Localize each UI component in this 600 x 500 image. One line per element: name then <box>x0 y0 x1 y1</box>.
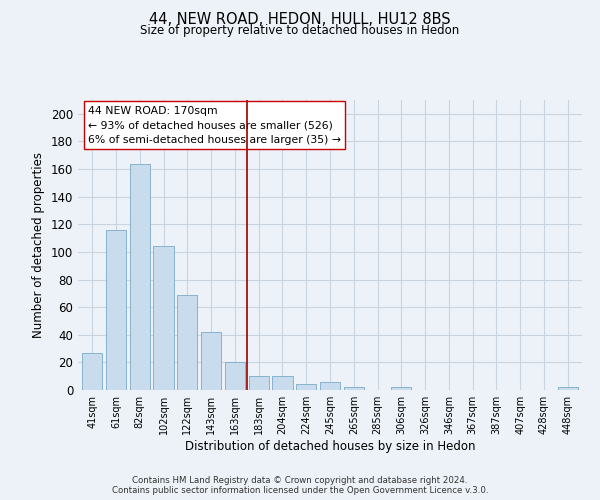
Bar <box>106 230 126 390</box>
Bar <box>201 332 221 390</box>
Text: 44, NEW ROAD, HEDON, HULL, HU12 8BS: 44, NEW ROAD, HEDON, HULL, HU12 8BS <box>149 12 451 28</box>
Bar <box>130 164 150 390</box>
Text: Size of property relative to detached houses in Hedon: Size of property relative to detached ho… <box>140 24 460 37</box>
Bar <box>82 352 103 390</box>
X-axis label: Distribution of detached houses by size in Hedon: Distribution of detached houses by size … <box>185 440 475 453</box>
Bar <box>391 387 412 390</box>
Bar <box>296 384 316 390</box>
Y-axis label: Number of detached properties: Number of detached properties <box>32 152 45 338</box>
Bar <box>248 376 269 390</box>
Text: Contains HM Land Registry data © Crown copyright and database right 2024.: Contains HM Land Registry data © Crown c… <box>132 476 468 485</box>
Bar <box>344 387 364 390</box>
Bar <box>557 387 578 390</box>
Text: Contains public sector information licensed under the Open Government Licence v.: Contains public sector information licen… <box>112 486 488 495</box>
Bar <box>177 294 197 390</box>
Bar <box>320 382 340 390</box>
Bar <box>272 376 293 390</box>
Bar <box>225 362 245 390</box>
Bar <box>154 246 173 390</box>
Text: 44 NEW ROAD: 170sqm
← 93% of detached houses are smaller (526)
6% of semi-detach: 44 NEW ROAD: 170sqm ← 93% of detached ho… <box>88 106 341 144</box>
